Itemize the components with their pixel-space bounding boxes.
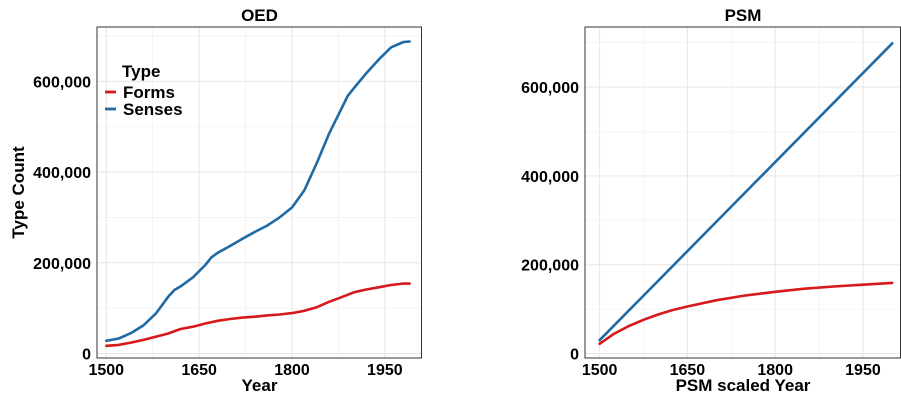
- plot-frame: [96, 26, 422, 359]
- panel-psm: PSM 1500 1650 1800 1950 0 200,000 400,000 600,00…: [521, 6, 901, 395]
- chart-title: PSM: [725, 6, 762, 25]
- legend-label-senses: Senses: [123, 100, 183, 119]
- x-tick-label: 1650: [181, 362, 217, 379]
- y-axis-label: Type Count: [9, 146, 28, 239]
- y-tick-label: 0: [82, 346, 91, 363]
- y-tick-label: 200,000: [521, 258, 579, 275]
- x-tick-label: 1800: [274, 362, 310, 379]
- legend-title: Type: [122, 62, 160, 81]
- series-line-senses: [598, 42, 894, 342]
- x-tick-label: 1500: [582, 362, 618, 379]
- y-tick-label: 600,000: [521, 80, 579, 97]
- series-line-forms: [105, 282, 411, 348]
- panel-oed: OED 1500 1650 1800 1950 0 200,000 400,000 600,00…: [9, 6, 422, 395]
- chart-title: OED: [241, 6, 278, 25]
- y-tick-label: 200,000: [33, 256, 91, 273]
- x-tick-label: 1650: [670, 362, 706, 379]
- y-tick-label: 400,000: [33, 165, 91, 182]
- x-axis-label: PSM scaled Year: [676, 376, 811, 395]
- y-tick-label: 0: [570, 347, 579, 364]
- y-tick-label: 400,000: [521, 169, 579, 186]
- series-line-senses: [105, 40, 411, 343]
- x-tick-label: 1950: [845, 362, 881, 379]
- x-tick-label: 1500: [88, 362, 124, 379]
- series-line-forms: [598, 281, 894, 346]
- x-tick-label: 1950: [367, 362, 403, 379]
- legend-label-forms: Forms: [123, 83, 175, 102]
- x-axis-label: Year: [242, 376, 278, 395]
- y-tick-label: 600,000: [33, 74, 91, 91]
- x-tick-label: 1800: [757, 362, 793, 379]
